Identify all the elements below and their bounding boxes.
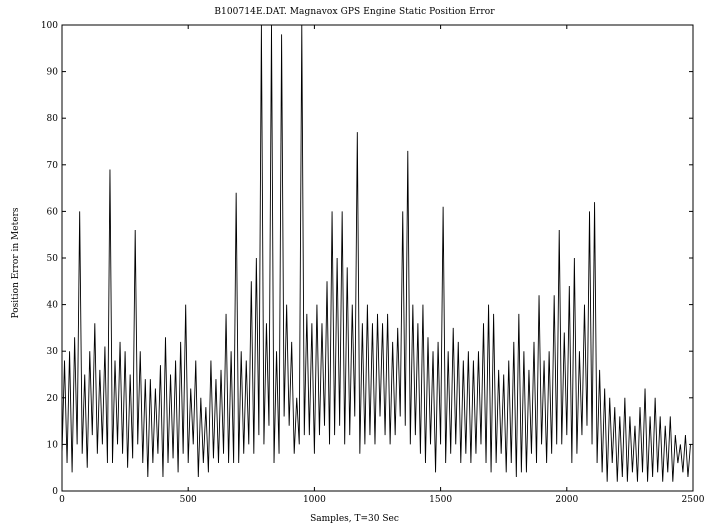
x-tick-label: 1500 [429,495,452,505]
x-tick-label: 500 [180,495,197,505]
y-tick-label: 20 [47,394,59,404]
y-tick-label: 40 [47,301,59,311]
y-tick-label: 70 [47,161,59,171]
x-tick-label: 0 [59,495,65,505]
x-tick-label: 2500 [682,495,705,505]
y-tick-label: 80 [47,114,59,124]
x-tick-label: 1000 [303,495,326,505]
y-tick-label: 100 [41,21,58,31]
y-tick-label: 10 [47,440,59,450]
y-tick-label: 50 [47,254,59,264]
x-tick-label: 2000 [555,495,578,505]
y-tick-label: 0 [52,487,58,497]
chart-title: B100714E.DAT. Magnavox GPS Engine Static… [214,7,495,17]
y-tick-label: 60 [47,207,59,217]
y-tick-label: 90 [47,68,59,78]
series-line-0 [62,25,691,482]
x-axis-label: Samples, T=30 Sec [310,514,399,524]
y-tick-label: 30 [47,347,59,357]
